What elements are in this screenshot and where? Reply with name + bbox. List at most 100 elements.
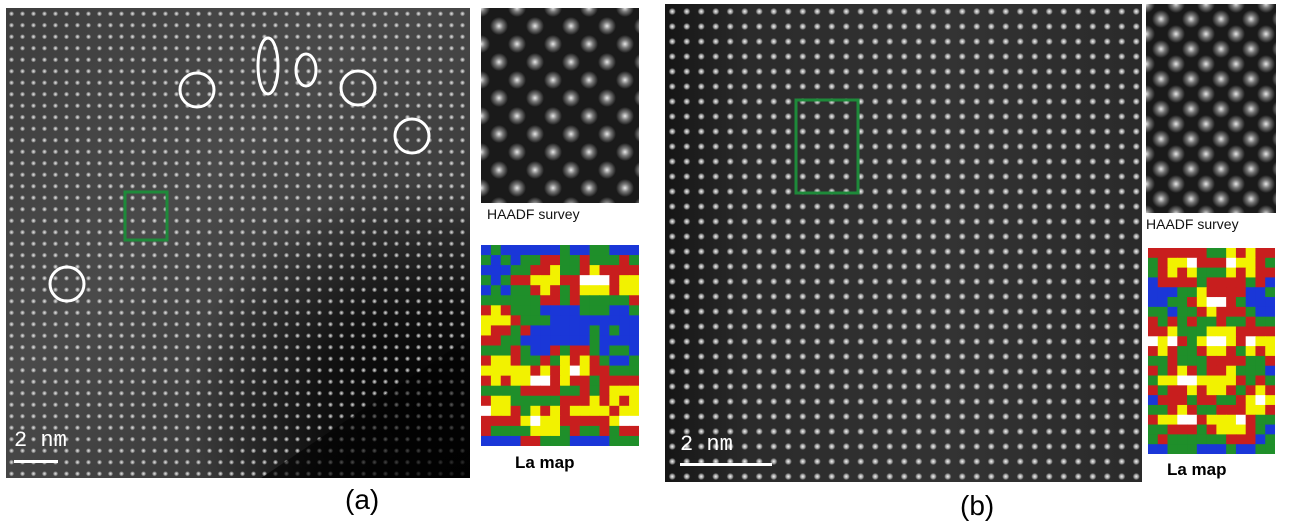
map-pixel <box>1196 257 1208 269</box>
map-pixel <box>1265 257 1275 269</box>
map-pixel <box>540 415 551 427</box>
map-pixel <box>1245 277 1256 288</box>
map-pixel <box>1177 395 1188 406</box>
map-pixel <box>500 325 512 336</box>
map-pixel <box>569 245 581 256</box>
map-pixel <box>629 335 639 346</box>
map-pixel <box>609 365 620 377</box>
map-pixel <box>609 295 620 306</box>
map-pixel <box>1167 434 1178 445</box>
map-pixel <box>629 345 639 357</box>
map-pixel <box>569 345 581 357</box>
map-pixel <box>569 435 581 446</box>
map-pixel <box>599 275 610 286</box>
map-pixel <box>1148 434 1159 445</box>
map-pixel <box>609 325 620 336</box>
map-pixel <box>1216 287 1227 298</box>
map-pixel <box>629 395 639 407</box>
map-pixel <box>599 345 610 357</box>
map-pixel <box>1235 404 1247 416</box>
map-pixel <box>560 305 571 316</box>
map-pixel <box>1235 248 1247 259</box>
map-pixel <box>569 315 581 326</box>
map-pixel <box>510 305 521 316</box>
map-pixel <box>619 375 630 387</box>
map-pixel <box>589 265 600 276</box>
map-pixel <box>1226 385 1237 396</box>
map-pixel <box>609 265 620 276</box>
map-pixel <box>550 285 561 296</box>
map-pixel <box>1187 404 1198 416</box>
map-pixel <box>510 355 521 367</box>
map-pixel <box>1235 375 1247 386</box>
map-pixel <box>550 325 561 336</box>
map-pixel <box>510 255 521 266</box>
map-pixel <box>629 365 639 377</box>
map-pixel <box>1235 306 1247 318</box>
map-pixel <box>540 355 551 367</box>
map-pixel <box>530 385 541 397</box>
map-pixel <box>530 325 541 336</box>
map-pixel <box>619 275 630 286</box>
map-pixel <box>1265 434 1275 445</box>
map-pixel <box>629 325 639 336</box>
map-pixel <box>579 415 591 427</box>
scale-label: 2 nm <box>14 428 67 453</box>
map-pixel <box>560 385 571 397</box>
map-pixel <box>560 245 571 256</box>
map-pixel <box>490 255 502 266</box>
map-pixel <box>1265 424 1275 435</box>
map-pixel <box>490 415 502 427</box>
map-pixel <box>560 415 571 427</box>
map-pixel <box>500 305 512 316</box>
map-pixel <box>609 285 620 296</box>
map-pixel <box>1206 414 1217 426</box>
map-pixel <box>1265 444 1275 454</box>
map-pixel <box>1245 444 1256 454</box>
map-pixel <box>540 395 551 407</box>
map-pixel <box>510 365 521 377</box>
map-pixel <box>540 305 551 316</box>
map-pixel <box>1255 267 1266 278</box>
map-pixel <box>1245 346 1256 357</box>
map-pixel <box>530 255 541 266</box>
map-pixel <box>589 375 600 387</box>
map-pixel <box>579 425 591 437</box>
map-pixel <box>629 305 639 316</box>
map-pixel <box>609 255 620 266</box>
map-pixel <box>589 435 600 446</box>
map-pixel <box>1206 375 1217 386</box>
map-pixel <box>1255 395 1266 406</box>
map-pixel <box>1235 326 1247 337</box>
map-pixel <box>1148 287 1159 298</box>
map-pixel <box>569 265 581 276</box>
map-pixel <box>1265 346 1275 357</box>
map-pixel <box>550 295 561 306</box>
map-pixel <box>500 355 512 367</box>
map-pixel <box>560 325 571 336</box>
map-pixel <box>1235 297 1247 308</box>
map-pixel <box>510 435 521 446</box>
map-pixel <box>579 335 591 346</box>
map-pixel <box>1187 277 1198 288</box>
map-pixel <box>530 365 541 377</box>
haadf-caption: HAADF survey <box>1146 216 1239 232</box>
map-pixel <box>609 305 620 316</box>
map-pixel <box>1206 385 1217 396</box>
map-pixel <box>569 335 581 346</box>
map-pixel <box>1177 336 1188 347</box>
map-pixel <box>1167 287 1178 298</box>
map-pixel <box>1196 277 1208 288</box>
map-pixel <box>550 375 561 387</box>
map-pixel <box>1157 385 1169 396</box>
map-pixel <box>1148 306 1159 318</box>
map-pixel <box>1255 424 1266 435</box>
map-pixel <box>1157 306 1169 318</box>
map-pixel <box>1206 404 1217 416</box>
map-pixel <box>599 415 610 427</box>
map-pixel <box>550 255 561 266</box>
la-map-thumbnail <box>481 245 639 446</box>
map-pixel <box>629 385 639 397</box>
map-pixel <box>1187 326 1198 337</box>
map-pixel <box>569 425 581 437</box>
